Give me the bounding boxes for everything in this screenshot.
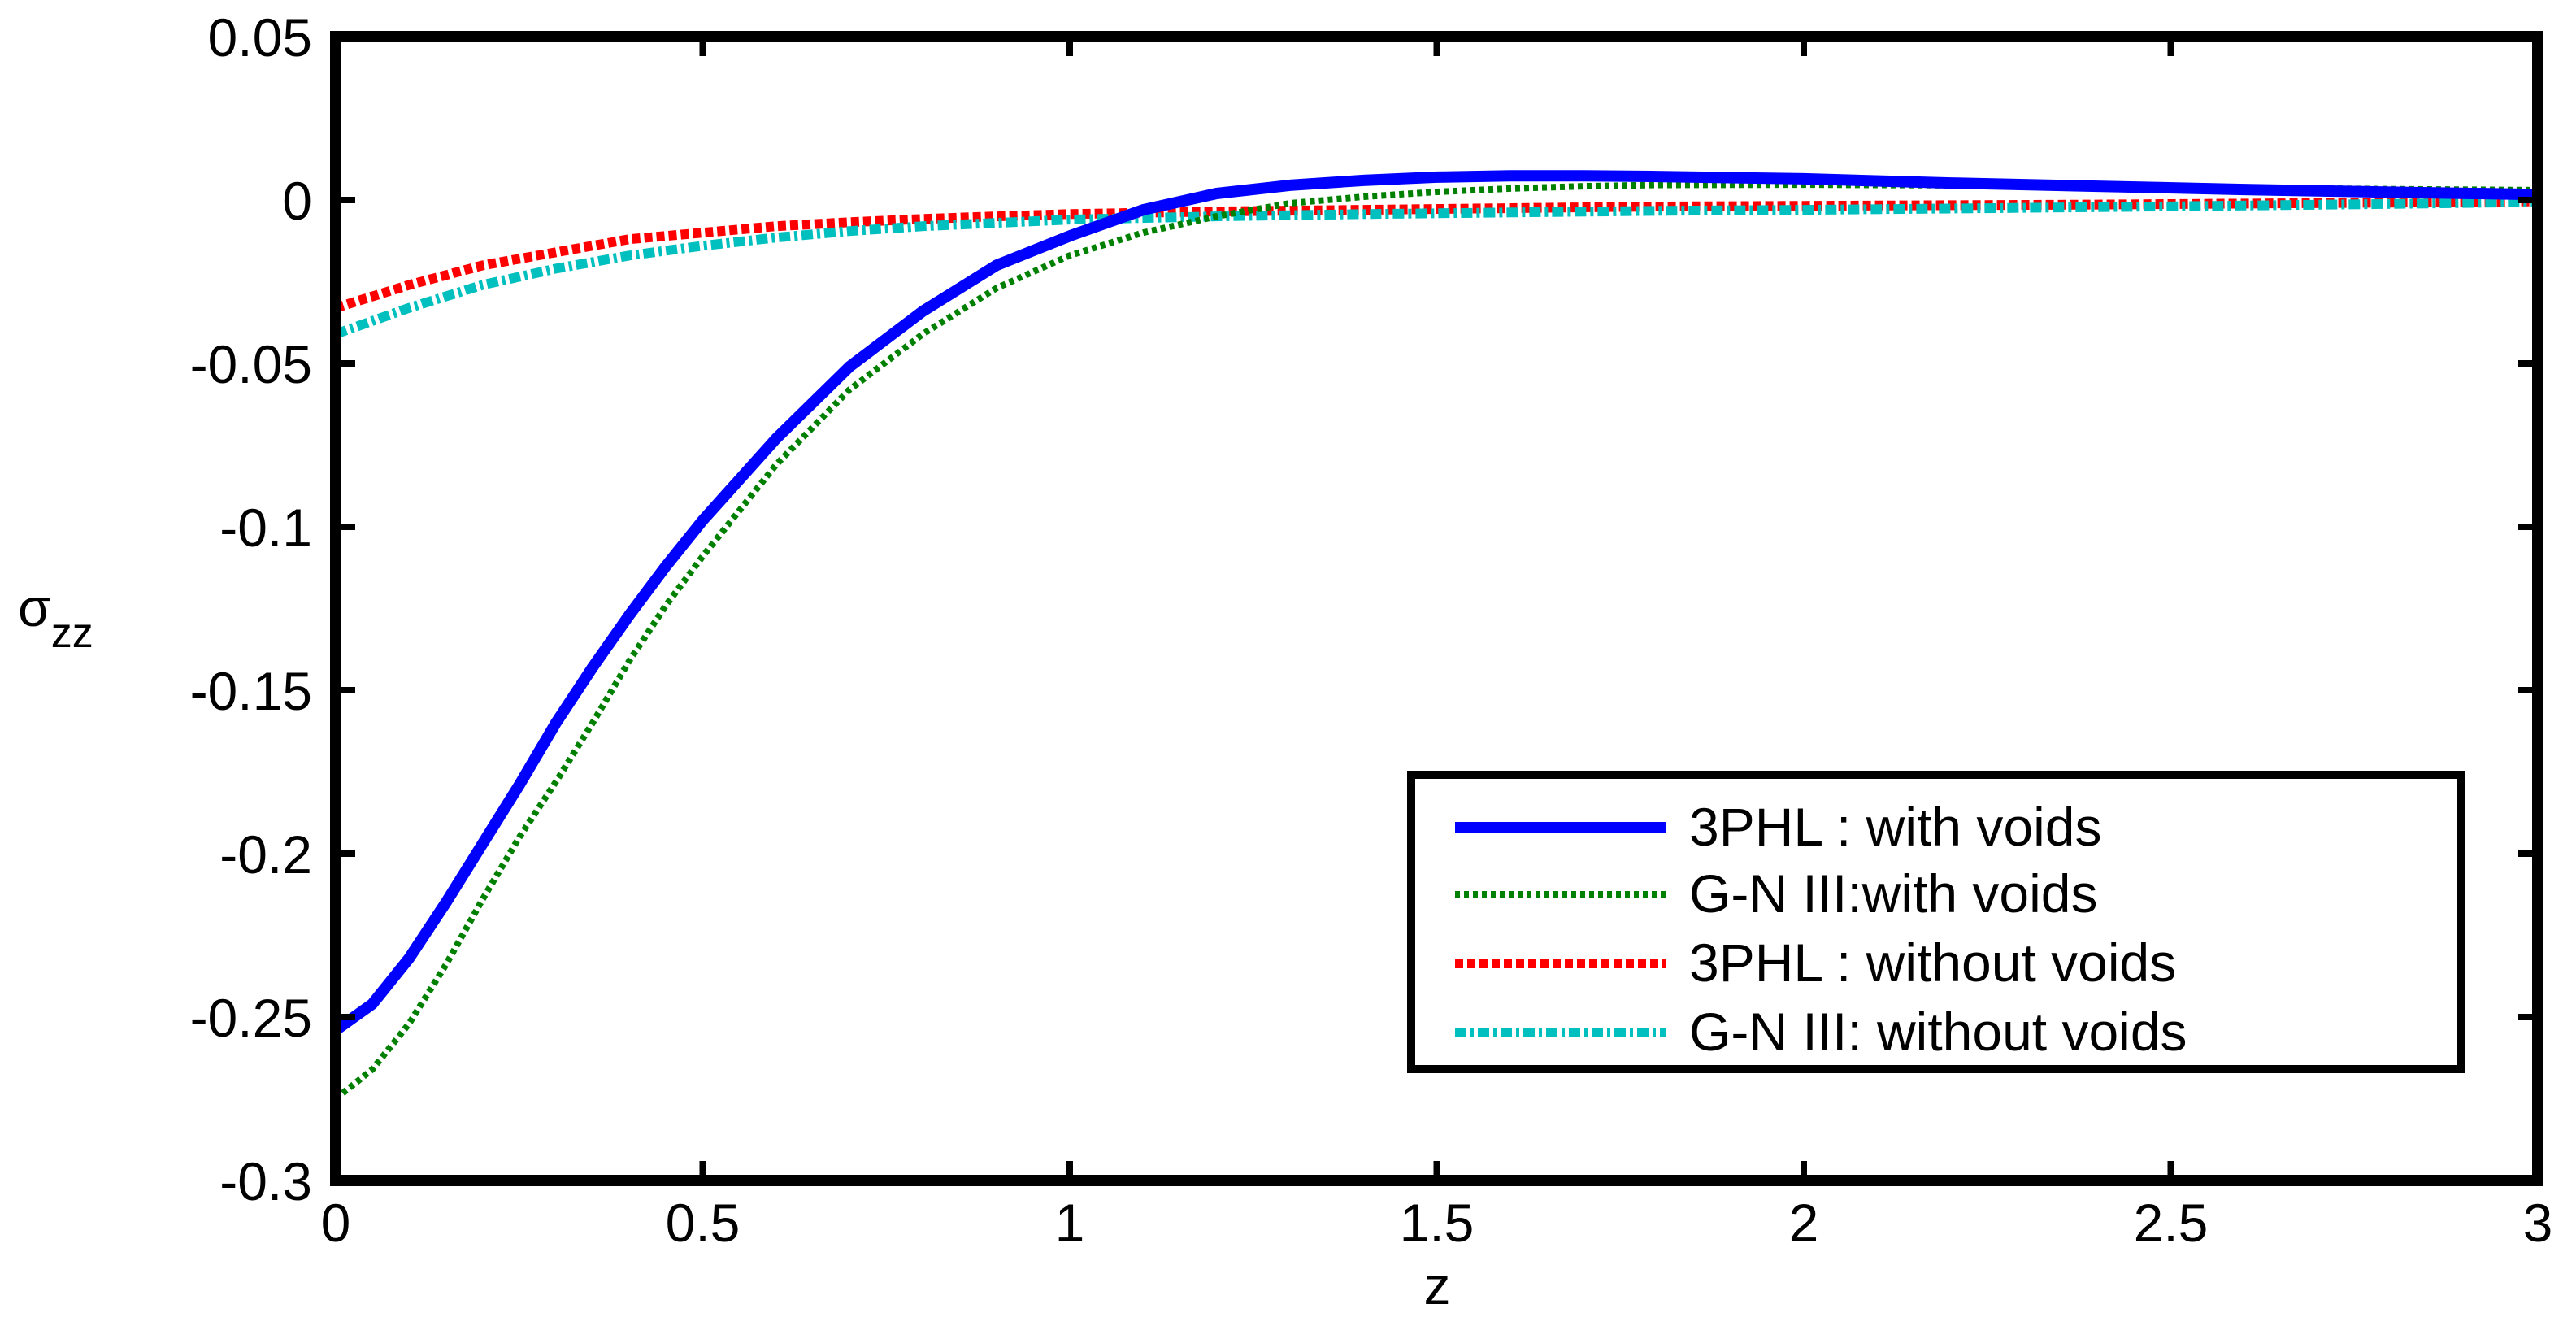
series-layer	[332, 170, 2539, 1102]
y-axis-label-subscript: zz	[51, 610, 93, 657]
x-tick-label: 1.5	[1400, 1193, 1475, 1253]
x-axis-tick-labels: 0 0.5 1 1.5 2 2.5 3	[321, 1193, 2553, 1253]
x-tick-label: 1	[1055, 1193, 1085, 1253]
legend-label-0: 3PHL : with voids	[1689, 797, 2101, 857]
y-axis-label-sigma: σ	[18, 577, 51, 637]
series-line-0	[332, 170, 2539, 1035]
x-axis-label: z	[1424, 1255, 1451, 1315]
x-tick-label: 3	[2523, 1193, 2553, 1253]
y-tick-label: 0	[282, 171, 312, 231]
legend-label-3: G-N III: without voids	[1689, 1002, 2187, 1062]
y-tick-label: -0.15	[190, 661, 312, 721]
series-line-3	[333, 197, 2539, 339]
y-tick-label: -0.25	[190, 988, 312, 1048]
y-tick-label: -0.2	[219, 824, 312, 885]
y-tick-label: -0.1	[219, 498, 312, 558]
x-tick-label: 0.5	[666, 1193, 741, 1253]
legend-label-1: G-N III:with voids	[1689, 863, 2097, 924]
y-tick-label: 0.05	[208, 7, 312, 67]
y-tick-label: -0.3	[219, 1151, 312, 1211]
legend-label-2: 3PHL : without voids	[1689, 933, 2176, 993]
y-axis-tick-labels: 0.05 0 -0.05 -0.1 -0.15 -0.2 -0.25 -0.3	[190, 7, 312, 1211]
x-tick-label: 0	[321, 1193, 351, 1253]
axes-frame	[330, 31, 2543, 1186]
y-tick-label: -0.05	[190, 334, 312, 394]
x-tick-label: 2.5	[2134, 1193, 2209, 1253]
x-tick-label: 2	[1789, 1193, 1819, 1253]
y-axis-label: σzz	[18, 577, 93, 657]
